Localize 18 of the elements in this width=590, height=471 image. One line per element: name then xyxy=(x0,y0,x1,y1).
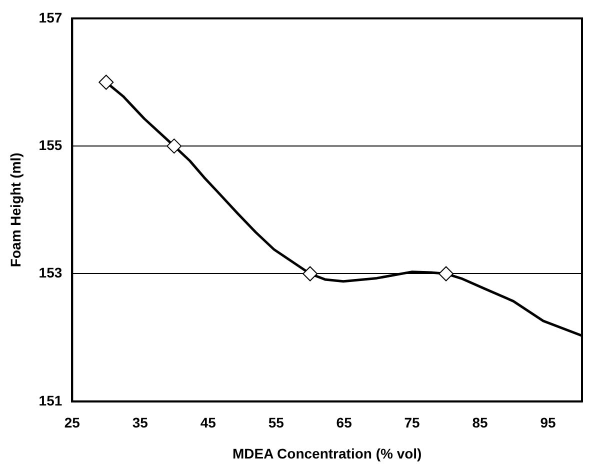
y-tick-label: 153 xyxy=(38,264,62,281)
x-tick-label: 45 xyxy=(200,414,216,431)
point xyxy=(438,266,454,282)
x-tick-label: 65 xyxy=(336,414,352,431)
x-tick-label: 75 xyxy=(404,414,420,431)
x-axis-title: MDEA Concentration (% vol) xyxy=(232,445,422,462)
point xyxy=(302,266,318,282)
point xyxy=(166,138,182,154)
x-tick-label: 35 xyxy=(132,414,148,431)
y-tick-label: 157 xyxy=(38,9,62,26)
x-tick-label: 25 xyxy=(64,414,80,431)
x-tick-label: 85 xyxy=(472,414,488,431)
x-tick-label: 55 xyxy=(268,414,284,431)
point xyxy=(98,74,114,90)
y-tick-label: 151 xyxy=(38,392,62,408)
y-axis-title: Foam Height (ml) xyxy=(7,152,24,268)
x-tick-label: 95 xyxy=(540,414,556,431)
y-tick-label: 155 xyxy=(38,136,62,153)
